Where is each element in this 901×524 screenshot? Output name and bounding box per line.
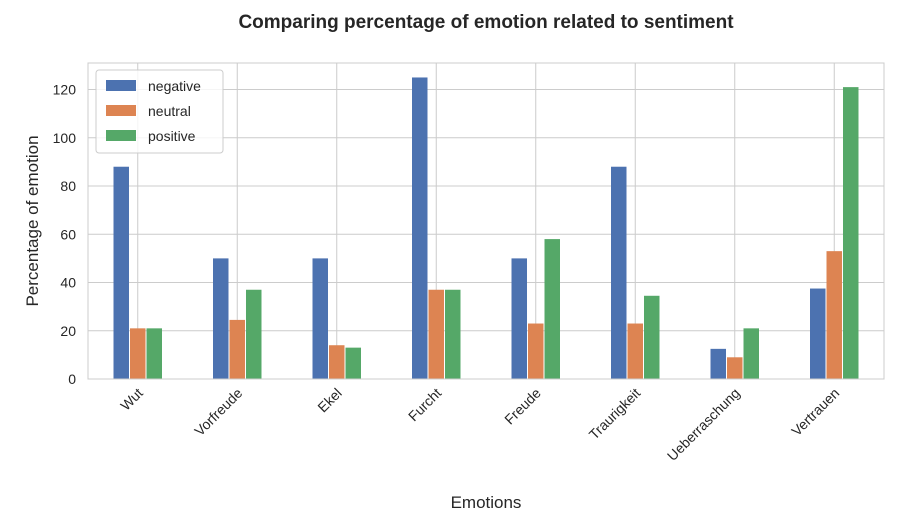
bar-neutral [229,319,245,379]
y-tick-label: 100 [53,130,77,146]
bar-neutral [627,323,643,379]
plot-area-frame [87,62,885,380]
y-axis-ticks: 0 20 40 60 80 100 120 [53,82,77,387]
x-axis-label: Emotions [451,493,522,512]
x-tick-label: Vorfreude [191,385,245,439]
legend-label: negative [148,78,201,94]
chart-title: Comparing percentage of emotion related … [238,12,734,33]
bar-positive [445,289,461,379]
legend-swatch-negative [106,80,136,91]
bar-neutral [826,251,842,379]
bar-negative [511,258,527,379]
legend-label: neutral [148,103,191,119]
bar-positive [743,328,759,379]
x-tick-label: Ekel [314,385,345,416]
legend-swatch-positive [106,130,136,141]
bar-positive [146,328,162,379]
bar-negative [113,166,129,379]
y-tick-label: 20 [60,323,76,339]
bar-neutral [528,323,544,379]
x-tick-label: Freude [501,385,544,428]
bar-neutral [329,345,345,379]
y-tick-label: 60 [60,226,76,242]
bar-negative [213,258,229,379]
y-tick-label: 40 [60,275,76,291]
x-tick-label: Vertrauen [788,385,842,439]
bars [113,77,859,380]
bar-positive [246,289,262,379]
x-axis-ticks: Wut Vorfreude Ekel Furcht Freude Traurigkeit U… [117,385,842,464]
y-tick-label: 0 [68,371,76,387]
x-tick-label: Furcht [405,385,444,424]
bar-positive [644,295,660,379]
bar-negative [412,77,428,380]
y-tick-label: 80 [60,178,76,194]
bar-neutral [727,357,743,379]
legend-label: positive [148,128,196,144]
bar-positive [544,239,560,379]
y-axis-label: Percentage of emotion [23,135,42,306]
x-tick-label: Wut [117,385,146,414]
bar-negative [810,288,826,379]
bar-negative [312,258,328,379]
bar-positive [843,87,859,380]
y-tick-label: 120 [53,82,77,98]
bar-neutral [130,328,146,379]
bar-neutral [428,289,444,379]
x-tick-label: Ueberraschung [664,385,743,464]
x-tick-label: Traurigkeit [586,385,644,443]
bar-positive [345,347,361,379]
bar-negative [710,348,726,379]
bar-negative [611,166,627,379]
legend-swatch-neutral [106,105,136,116]
legend: negative neutral positive [95,69,224,154]
